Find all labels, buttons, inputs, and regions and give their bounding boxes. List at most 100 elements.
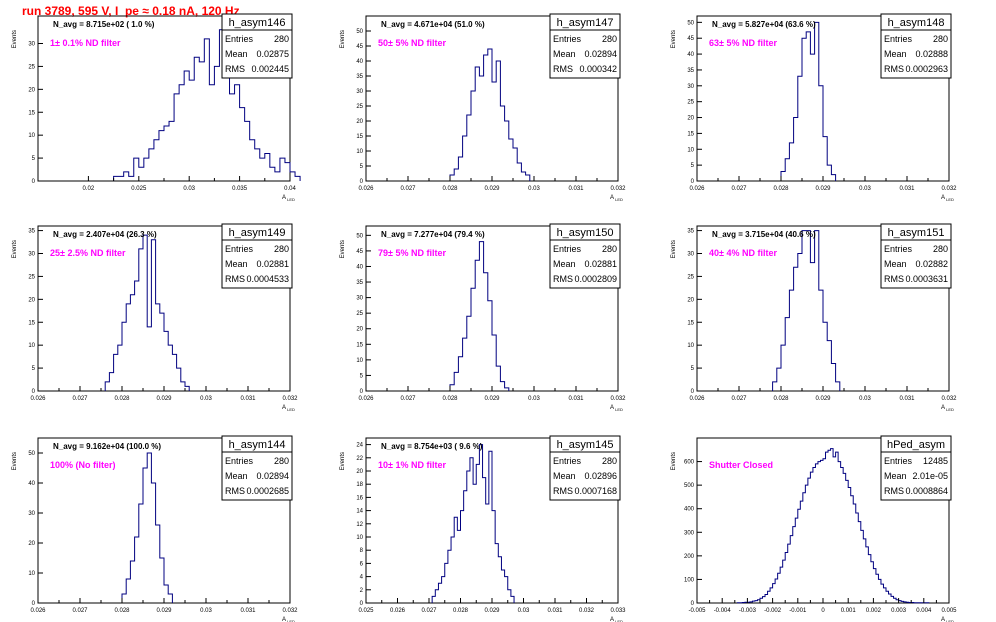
stats-title: h_asym149	[229, 227, 286, 239]
stats-label: Mean	[884, 471, 907, 481]
stats-label: Mean	[225, 471, 248, 481]
x-tick-label: 0.027	[731, 186, 747, 192]
stats-value: 280	[933, 34, 948, 44]
stats-label: RMS	[884, 64, 904, 74]
x-tick-label: 0.029	[156, 396, 172, 402]
y-tick-label: 6	[360, 561, 364, 567]
y-axis-title: Events	[12, 452, 18, 470]
x-tick-label: 0.02	[83, 186, 95, 192]
stats-label: RMS	[225, 486, 245, 496]
y-axis-title: Events	[12, 30, 18, 48]
y-tick-label: 10	[356, 149, 363, 155]
x-tick-label: 0	[821, 608, 825, 614]
y-tick-label: 10	[356, 535, 363, 541]
stats-label: RMS	[553, 486, 573, 496]
stats-title: h_asym150	[557, 227, 614, 239]
filter-annotation: Shutter Closed	[709, 460, 773, 470]
x-tick-label: 0.029	[484, 608, 500, 614]
y-tick-label: 10	[28, 571, 35, 577]
y-tick-label: 400	[684, 507, 695, 513]
x-tick-label: 0.032	[941, 186, 957, 192]
stats-value: 0.02882	[915, 259, 948, 269]
x-tick-label: 0.025	[358, 608, 374, 614]
stats-value: 0.02875	[256, 49, 289, 59]
y-tick-label: 0	[32, 179, 36, 185]
stats-label: Entries	[553, 34, 582, 44]
x-tick-label: 0.029	[484, 396, 500, 402]
x-tick-label: 0.027	[400, 396, 416, 402]
histogram-line	[780, 21, 837, 181]
x-tick-label: 0.001	[841, 608, 857, 614]
y-tick-label: 35	[687, 68, 694, 74]
stats-box	[549, 13, 621, 79]
y-tick-label: 35	[28, 229, 35, 235]
panel-h_asym147: 0.026 0.027 0.028 0.029 0.03 0.031 0.032 0 5 10 15…	[340, 13, 626, 202]
panel-header: N_avg = 8.754e+03 ( 9.6 %)	[381, 442, 483, 451]
stats-label: Entries	[225, 244, 254, 254]
y-tick-label: 0	[691, 601, 695, 607]
y-tick-label: 50	[356, 233, 363, 239]
panel-header: N_avg = 3.715e+04 (40.6 %)	[712, 230, 816, 239]
y-tick-label: 0	[360, 601, 364, 607]
x-tick-label: 0.027	[72, 396, 88, 402]
x-tick-label: 0.03	[859, 186, 871, 192]
stats-box	[549, 435, 621, 501]
x-tick-label: -0.002	[764, 608, 782, 614]
y-tick-label: 15	[28, 320, 35, 326]
stats-label: Entries	[884, 244, 913, 254]
x-tick-label: 0.026	[689, 186, 705, 192]
filter-annotation: 25± 2.5% ND filter	[50, 248, 126, 258]
y-tick-label: 600	[684, 460, 695, 466]
stats-box	[221, 13, 293, 79]
x-axis-title: A LED	[282, 617, 295, 622]
y-tick-label: 15	[28, 110, 35, 116]
y-tick-label: 15	[356, 134, 363, 140]
stats-label: Mean	[225, 259, 248, 269]
y-axis-title: Events	[671, 452, 677, 470]
x-axis-title: A LED	[610, 195, 623, 202]
histogram-line	[449, 241, 510, 391]
x-tick-label: 0.033	[610, 608, 626, 614]
y-tick-label: 10	[28, 133, 35, 139]
stats-box	[549, 223, 621, 289]
stats-label: RMS	[553, 274, 573, 284]
y-tick-label: 10	[687, 343, 694, 349]
stats-value: 280	[602, 34, 617, 44]
y-tick-label: 12	[356, 522, 363, 528]
x-tick-label: 0.031	[240, 608, 256, 614]
x-axis-title-subscript: LED	[286, 619, 295, 622]
x-axis-title-subscript: LED	[286, 197, 295, 202]
x-tick-label: 0.032	[282, 396, 298, 402]
histogram-line	[121, 452, 173, 603]
stats-value: 280	[274, 34, 289, 44]
y-tick-label: 8	[360, 548, 364, 554]
filter-annotation: 10± 1% ND filter	[378, 460, 446, 470]
panel-header: N_avg = 4.671e+04 (51.0 %)	[381, 20, 485, 29]
x-tick-label: 0.03	[518, 608, 530, 614]
run-title: run 3789, 595 V, I_pe ≈ 0.18 nA, 120 Hz	[22, 4, 240, 18]
y-tick-label: 20	[28, 297, 35, 303]
x-tick-label: 0.032	[941, 396, 957, 402]
filter-annotation: 63± 5% ND filter	[709, 38, 777, 48]
stats-label: RMS	[225, 64, 245, 74]
stats-label: Mean	[884, 49, 907, 59]
y-tick-label: 15	[687, 131, 694, 137]
stats-box	[221, 223, 293, 289]
y-tick-label: 30	[687, 252, 694, 258]
x-tick-label: 0.03	[183, 186, 195, 192]
stats-value: 280	[274, 244, 289, 254]
x-tick-label: 0.03	[200, 396, 212, 402]
y-tick-label: 5	[691, 366, 695, 372]
x-tick-label: -0.003	[739, 608, 757, 614]
x-tick-label: 0.029	[815, 396, 831, 402]
panel-h_asym144: 0.026 0.027 0.028 0.029 0.03 0.031 0.032 0 10 20 3…	[12, 435, 298, 622]
stats-box	[880, 13, 952, 79]
stats-value: 12485	[923, 456, 948, 466]
histogram-line	[772, 230, 841, 391]
y-tick-label: 35	[356, 280, 363, 286]
stats-title: h_asym147	[557, 17, 614, 29]
stats-label: Mean	[225, 49, 248, 59]
stats-value: 280	[933, 244, 948, 254]
x-tick-label: 0.032	[610, 186, 626, 192]
